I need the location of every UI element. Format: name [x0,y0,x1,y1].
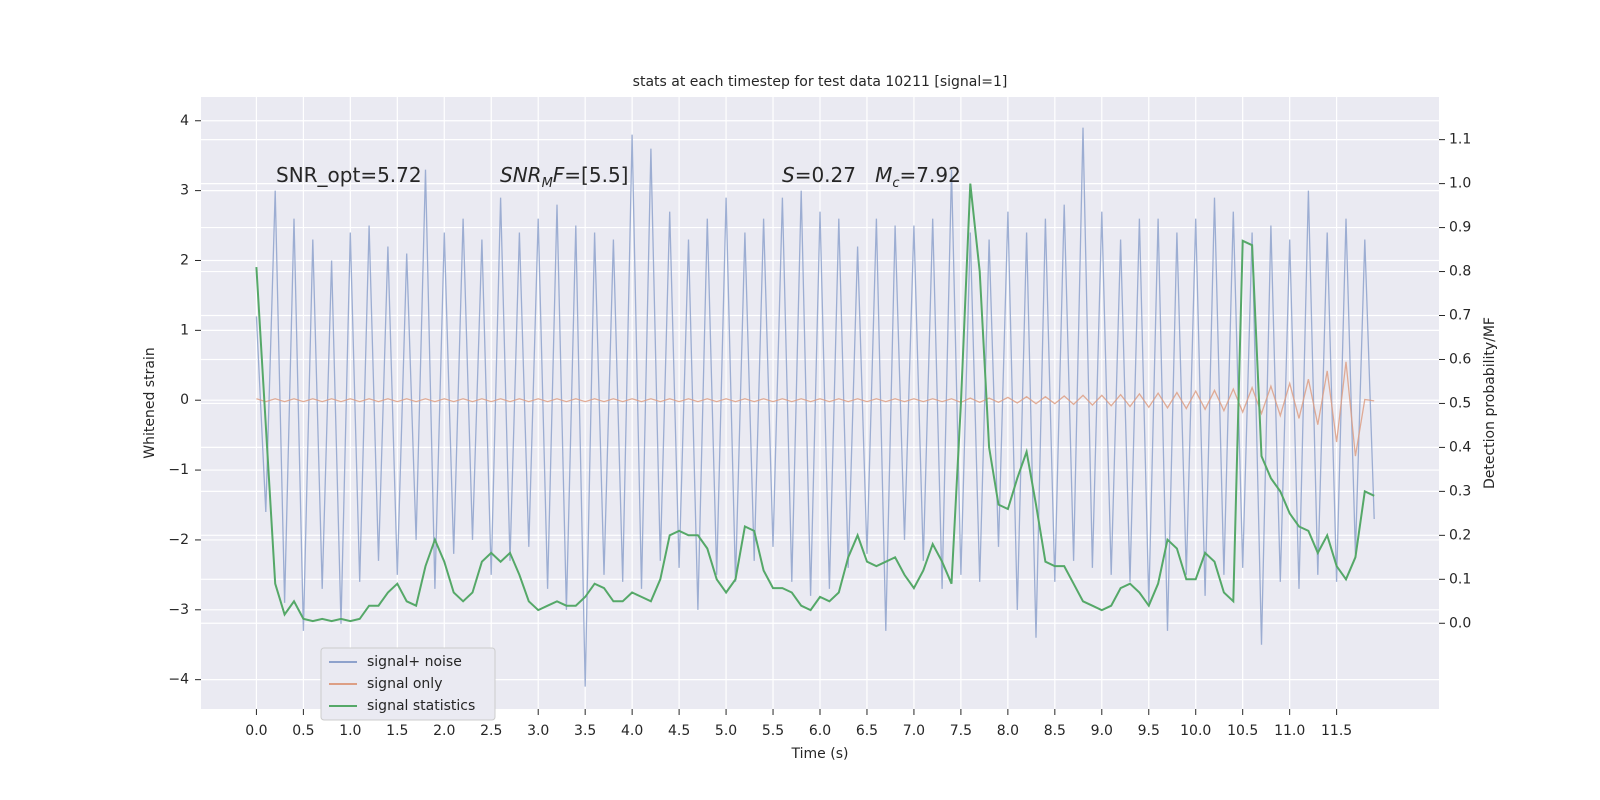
annotation-part: c [892,176,899,191]
annotation-part: M [542,176,553,191]
y2-tick-label: 0.3 [1449,483,1471,499]
x-tick-label: 6.5 [856,723,878,739]
annotation-part: =0.27 [795,163,875,187]
y-tick-label: −2 [168,532,189,548]
x-tick-label: 9.5 [1138,723,1160,739]
y2-tick-label: 0.2 [1449,527,1471,543]
y-tick-label: −3 [168,602,189,618]
x-tick-label: 2.0 [433,723,455,739]
legend-label: signal+ noise [367,654,462,670]
legend-box [320,647,496,721]
x-tick-label: 9.0 [1091,723,1113,739]
x-tick-label: 7.0 [903,723,925,739]
x-tick-label: 6.0 [809,723,831,739]
x-tick-label: 1.0 [339,723,361,739]
x-tick-label: 10.0 [1180,723,1211,739]
annotation: SNR_opt=5.72 [276,163,422,187]
x-tick-label: 8.5 [1044,723,1066,739]
legend: signal+ noise signal only signal statistic… [320,647,496,721]
annotation: SNRMF=[5.5] [500,163,628,192]
y-tick-label: 1 [180,322,189,338]
y-tick-label: 2 [180,252,189,268]
y2-tick-label: 1.1 [1449,132,1471,148]
x-tick-label: 10.5 [1227,723,1258,739]
series-line [256,361,1375,457]
x-tick-label: 8.0 [997,723,1019,739]
x-tick-label: 5.5 [762,723,784,739]
x-tick-label: 3.5 [574,723,596,739]
series-line [255,183,1375,623]
x-tick-label: 4.0 [621,723,643,739]
y-tick-label: −4 [168,672,189,688]
annotation: S=0.27 Mc=7.92 [782,163,961,192]
y-axis-label: Whitened strain [142,347,158,458]
y-tick-label: 4 [180,113,189,129]
y2-tick-label: 0.8 [1449,264,1471,280]
y-tick-label: 3 [180,183,189,199]
y2-tick-label: 0.4 [1449,439,1471,455]
y-tick-label: −1 [168,462,189,478]
y2-axis-label: Detection probability/MF [1482,317,1498,489]
annotation-part: M [875,163,892,187]
x-tick-label: 0.0 [245,723,267,739]
series-line [255,127,1375,687]
annotation-part: =[5.5] [564,163,628,187]
annotation-part: =7.92 [900,163,961,187]
x-tick-label: 11.5 [1321,723,1352,739]
y2-tick-label: 0.7 [1449,308,1471,324]
annotation-part: SNR [500,163,542,187]
x-tick-label: 1.5 [386,723,408,739]
x-tick-label: 5.0 [715,723,737,739]
y2-tick-label: 0.0 [1449,615,1471,631]
annotation-part: F [553,163,565,187]
y2-tick-label: 0.5 [1449,395,1471,411]
legend-label: signal only [367,676,442,692]
x-tick-label: 3.0 [527,723,549,739]
x-tick-label: 7.5 [950,723,972,739]
y2-tick-label: 0.9 [1449,220,1471,236]
y2-tick-label: 0.1 [1449,571,1471,587]
annotation-part: SNR_opt=5.72 [276,163,422,187]
y2-tick-label: 0.6 [1449,351,1471,367]
legend-label: signal statistics [367,698,475,714]
x-tick-label: 0.5 [292,723,314,739]
y2-tick-label: 1.0 [1449,176,1471,192]
x-tick-label: 2.5 [480,723,502,739]
x-axis-label: Time (s) [791,746,849,762]
annotation-part: S [782,163,795,187]
x-tick-label: 4.5 [668,723,690,739]
chart-title: stats at each timestep for test data 102… [633,74,1008,90]
x-tick-label: 11.0 [1274,723,1305,739]
y-tick-label: 0 [180,392,189,408]
